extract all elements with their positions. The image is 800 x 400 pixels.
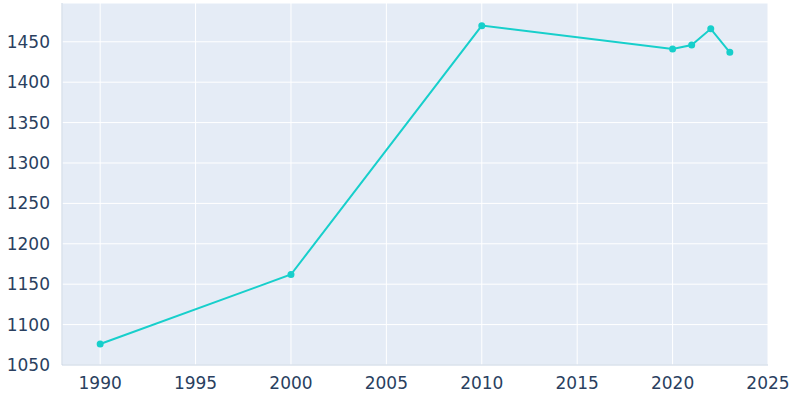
svg-text:1990: 1990 (79, 373, 122, 393)
svg-text:1050: 1050 (8, 355, 50, 375)
svg-text:2025: 2025 (746, 373, 789, 393)
svg-text:1100: 1100 (8, 315, 50, 335)
svg-text:2015: 2015 (556, 373, 599, 393)
svg-text:2000: 2000 (269, 373, 312, 393)
svg-text:1250: 1250 (8, 193, 50, 213)
svg-text:2020: 2020 (651, 373, 694, 393)
svg-text:1150: 1150 (8, 274, 50, 294)
svg-text:2005: 2005 (365, 373, 408, 393)
svg-text:1995: 1995 (174, 373, 217, 393)
svg-text:1400: 1400 (8, 72, 50, 92)
svg-text:1450: 1450 (8, 32, 50, 52)
svg-text:2010: 2010 (460, 373, 503, 393)
svg-text:1200: 1200 (8, 234, 50, 254)
svg-text:1350: 1350 (8, 113, 50, 133)
svg-text:1300: 1300 (8, 153, 50, 173)
